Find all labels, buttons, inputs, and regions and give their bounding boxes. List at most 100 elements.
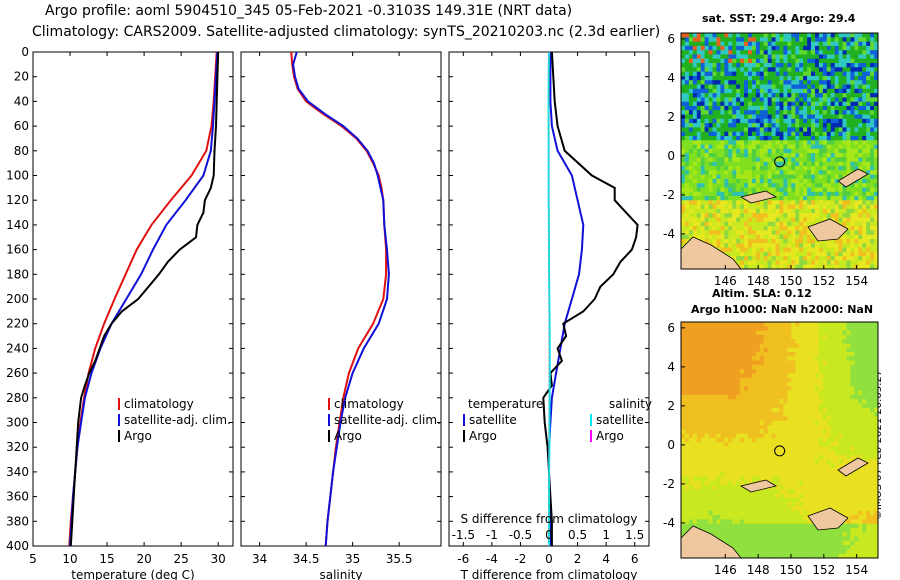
sla_map-cell	[858, 373, 863, 379]
sla_map-cell	[759, 420, 765, 426]
sst_map-cell	[732, 148, 737, 154]
sla_map-cell	[692, 429, 698, 434]
sst_map-cell	[681, 50, 686, 55]
sla_map-cell	[850, 390, 855, 396]
sst_map-cell	[751, 187, 757, 193]
sla_map-cell	[866, 334, 871, 340]
sla_map-cell	[696, 360, 702, 366]
sla_map-cell	[775, 403, 780, 409]
sst_map-cell	[803, 71, 808, 77]
sst_map-cell	[791, 153, 796, 158]
sla_map-cell	[716, 476, 721, 482]
sla_map-cell	[692, 489, 698, 494]
sst_map-cell	[870, 131, 875, 137]
sst_map-cell	[744, 136, 749, 141]
sst_map-cell	[759, 153, 765, 158]
sla_map-cell	[874, 459, 879, 464]
sst_map-cell	[720, 200, 725, 205]
sst_map-cell	[799, 166, 804, 171]
sst_map-cell	[870, 148, 875, 154]
sla_map-cell	[716, 472, 721, 477]
sst_map-cell	[763, 208, 768, 214]
sla_map-cell	[826, 386, 832, 392]
sst_map-cell	[712, 166, 717, 171]
sst_map-cell	[700, 93, 705, 98]
sst_map-cell	[818, 37, 824, 42]
sst_map-cell	[744, 170, 749, 175]
sla_map-cell	[716, 326, 721, 331]
sla_map-cell	[681, 437, 686, 443]
sst_map-cell	[732, 67, 737, 72]
sst_map-cell	[748, 63, 753, 68]
sla_map-cell	[826, 326, 832, 331]
sst_map-cell	[850, 208, 855, 214]
sst_map-cell	[783, 105, 788, 111]
sst_map-cell	[783, 251, 788, 257]
sla_map-cell	[811, 425, 816, 430]
sla_map-cell	[767, 416, 772, 422]
sst_map-cell	[791, 105, 796, 111]
sst_map-cell	[803, 140, 808, 145]
sst_map-cell	[751, 54, 757, 60]
sst_map-cell	[700, 174, 705, 180]
sla_map-cell	[708, 455, 713, 460]
sst_map-cell	[688, 191, 694, 197]
sla_map-cell	[830, 412, 835, 417]
sst_map-cell	[708, 157, 713, 163]
sst_map-cell	[838, 93, 843, 98]
sla_map-cell	[775, 442, 780, 447]
sla_map-cell	[751, 472, 757, 477]
sst_map-cell	[708, 136, 713, 141]
sla_map-cell	[818, 472, 824, 477]
sla_map-cell	[763, 386, 768, 392]
sst_map-cell	[826, 161, 832, 167]
sla_map-cell	[732, 382, 737, 387]
sla_map-cell	[696, 480, 702, 486]
sst_map-cell	[728, 45, 733, 51]
sst_map-cell	[771, 256, 776, 261]
sst_map-cell	[744, 50, 749, 55]
sst_map-cell	[818, 97, 824, 103]
sla_map-cell	[696, 489, 702, 494]
sst_map-cell	[858, 166, 863, 171]
sla_map-cell	[815, 382, 820, 387]
sla_map-cell	[759, 437, 765, 443]
sla_map-cell	[716, 369, 721, 374]
sla_map-cell	[720, 433, 725, 439]
sla_map-cell	[736, 356, 741, 361]
sst_map-cell	[842, 200, 847, 205]
sst_map-cell	[704, 80, 709, 85]
temperature-series-satellite-adj-clim-	[69, 51, 219, 547]
sst_map-cell	[712, 183, 717, 188]
sla_map-cell	[736, 382, 741, 387]
sst_map-cell	[834, 247, 839, 253]
sst_map-cell	[807, 41, 812, 47]
sst_map-cell	[728, 93, 733, 98]
sla_map-cell	[858, 334, 863, 340]
sst_map-cell	[834, 41, 839, 47]
sst_map-cell	[736, 110, 741, 115]
sst_map-cell	[807, 174, 812, 180]
sst_map-cell	[838, 148, 843, 154]
sst_map-cell	[842, 187, 847, 193]
sst_map-cell	[712, 230, 717, 236]
sla_map-cell	[744, 390, 749, 396]
sla_map-cell	[708, 352, 713, 357]
sst_map-cell	[744, 127, 749, 133]
salinity-xtick-label: 34	[252, 552, 267, 566]
sla_map-cell	[688, 322, 694, 327]
sla_map-cell	[803, 360, 808, 366]
sla_map-cell	[826, 382, 832, 387]
sst_map-cell	[720, 127, 725, 133]
sla_map-cell	[712, 347, 717, 353]
sst_map-cell	[720, 101, 725, 107]
sla_map-cell	[736, 429, 741, 434]
sst_map-cell	[834, 213, 839, 218]
sst_map-frame	[680, 32, 879, 270]
sst_map-cell	[716, 161, 721, 167]
sla_map-cell	[736, 394, 741, 400]
sla_map-cell	[720, 347, 725, 353]
sst_map-xtick-label: 146	[714, 274, 737, 288]
sst_map-cell	[755, 148, 761, 154]
sla_map-cell	[807, 463, 812, 469]
